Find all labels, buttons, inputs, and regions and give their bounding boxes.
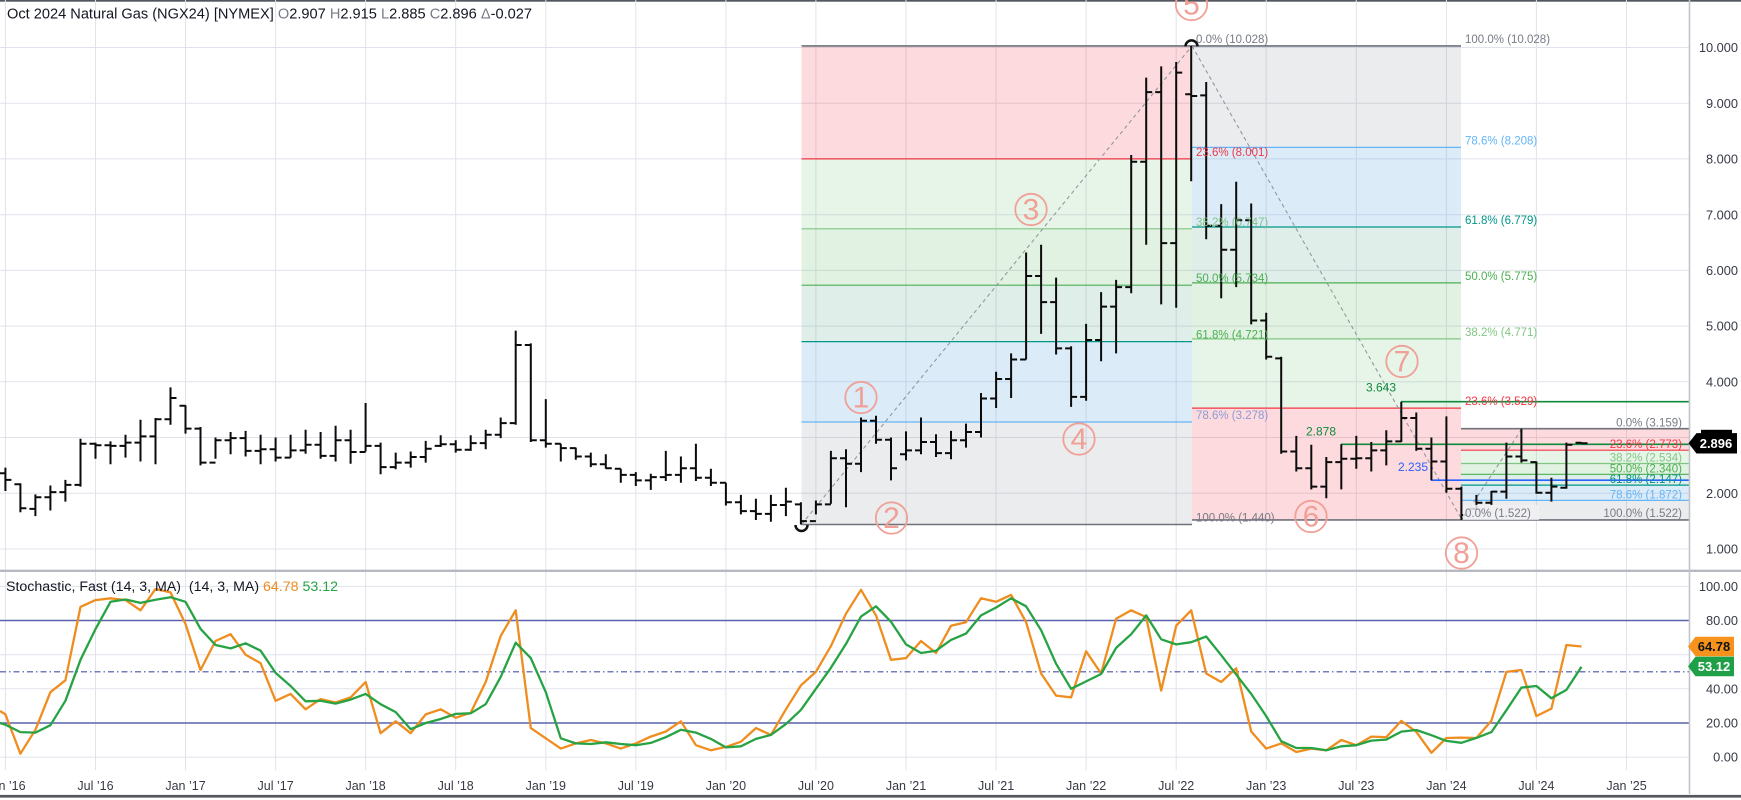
- svg-text:0.0% (10.028): 0.0% (10.028): [1196, 34, 1268, 46]
- svg-text:100.00: 100.00: [1699, 579, 1738, 594]
- svg-text:Jan ’23: Jan ’23: [1246, 779, 1286, 793]
- svg-text:Jan ’18: Jan ’18: [345, 779, 385, 793]
- svg-text:100.0% (1.440): 100.0% (1.440): [1196, 513, 1275, 525]
- svg-text:80.00: 80.00: [1706, 613, 1738, 628]
- svg-text:50.0% (5.734): 50.0% (5.734): [1196, 273, 1268, 285]
- svg-text:6.000: 6.000: [1706, 263, 1738, 278]
- svg-text:5.000: 5.000: [1706, 319, 1738, 334]
- svg-text:Jul ’22: Jul ’22: [1158, 779, 1194, 793]
- svg-text:61.8% (4.721): 61.8% (4.721): [1196, 330, 1268, 342]
- svg-text:23.6% (8.001): 23.6% (8.001): [1196, 147, 1268, 159]
- svg-text:Jul ’21: Jul ’21: [978, 779, 1014, 793]
- svg-text:1.000: 1.000: [1706, 542, 1738, 557]
- svg-text:38.2% (2.534): 38.2% (2.534): [1610, 453, 1682, 465]
- svg-text:Jul ’23: Jul ’23: [1338, 779, 1374, 793]
- svg-text:7: 7: [1394, 346, 1411, 379]
- svg-text:Jan ’17: Jan ’17: [165, 779, 205, 793]
- svg-text:61.8% (6.779): 61.8% (6.779): [1465, 215, 1537, 227]
- svg-text:61.8% (2.147): 61.8% (2.147): [1610, 474, 1682, 486]
- svg-text:38.2% (6.747): 38.2% (6.747): [1196, 217, 1268, 229]
- svg-text:10.000: 10.000: [1699, 40, 1738, 55]
- svg-text:0.00: 0.00: [1713, 750, 1738, 765]
- svg-text:7.000: 7.000: [1706, 207, 1738, 222]
- svg-text:Jan ’25: Jan ’25: [1606, 779, 1646, 793]
- svg-text:8: 8: [1453, 537, 1470, 570]
- svg-text:0.0% (1.522): 0.0% (1.522): [1465, 508, 1531, 520]
- svg-text:5: 5: [1183, 0, 1200, 22]
- svg-text:2.896: 2.896: [1700, 436, 1733, 451]
- svg-text:Oct 2024 Natural Gas (NGX24) [: Oct 2024 Natural Gas (NGX24) [NYMEX] O2.…: [7, 7, 532, 23]
- svg-text:Stochastic, Fast (14, 3, MA): Stochastic, Fast (14, 3, MA) (14, 3, MA)…: [6, 579, 338, 595]
- svg-text:Jan ’22: Jan ’22: [1066, 779, 1106, 793]
- svg-text:3.643: 3.643: [1366, 381, 1396, 395]
- svg-text:3: 3: [1023, 194, 1040, 227]
- svg-text:2.878: 2.878: [1306, 424, 1336, 438]
- svg-text:Jan ’24: Jan ’24: [1426, 779, 1466, 793]
- svg-text:100.0% (10.028): 100.0% (10.028): [1465, 34, 1550, 46]
- svg-text:Jul ’17: Jul ’17: [258, 779, 294, 793]
- svg-text:20.00: 20.00: [1706, 716, 1738, 731]
- svg-text:Jul ’24: Jul ’24: [1518, 779, 1554, 793]
- svg-text:64.78: 64.78: [1698, 639, 1731, 654]
- svg-text:Jan ’20: Jan ’20: [706, 779, 746, 793]
- svg-text:Jul ’19: Jul ’19: [618, 779, 654, 793]
- svg-text:Jul ’16: Jul ’16: [77, 779, 113, 793]
- svg-text:78.6% (8.208): 78.6% (8.208): [1465, 135, 1537, 147]
- svg-text:1: 1: [853, 382, 870, 415]
- svg-text:0.0% (3.159): 0.0% (3.159): [1616, 418, 1682, 430]
- svg-text:Jan ’16: Jan ’16: [0, 779, 26, 793]
- svg-text:78.6% (1.872): 78.6% (1.872): [1610, 489, 1682, 501]
- svg-text:Jul ’18: Jul ’18: [438, 779, 474, 793]
- svg-text:8.000: 8.000: [1706, 152, 1738, 167]
- svg-text:23.6% (2.773): 23.6% (2.773): [1610, 439, 1682, 451]
- svg-text:Jul ’20: Jul ’20: [798, 779, 834, 793]
- svg-text:9.000: 9.000: [1706, 96, 1738, 111]
- svg-text:50.0% (5.775): 50.0% (5.775): [1465, 271, 1537, 283]
- svg-text:4: 4: [1071, 423, 1088, 456]
- svg-text:50.0% (2.340): 50.0% (2.340): [1610, 463, 1682, 475]
- svg-text:40.00: 40.00: [1706, 681, 1738, 696]
- svg-text:38.2% (4.771): 38.2% (4.771): [1465, 327, 1537, 339]
- svg-text:23.6% (3.529): 23.6% (3.529): [1465, 396, 1537, 408]
- svg-text:100.0% (1.522): 100.0% (1.522): [1603, 508, 1682, 520]
- svg-text:2: 2: [883, 502, 900, 535]
- svg-text:78.6% (3.278): 78.6% (3.278): [1196, 410, 1268, 422]
- svg-text:53.12: 53.12: [1698, 659, 1731, 674]
- svg-text:4.000: 4.000: [1706, 374, 1738, 389]
- svg-text:2.235: 2.235: [1398, 460, 1428, 474]
- svg-text:Jan ’21: Jan ’21: [886, 779, 926, 793]
- svg-text:2.000: 2.000: [1706, 486, 1738, 501]
- svg-text:Jan ’19: Jan ’19: [526, 779, 566, 793]
- svg-text:6: 6: [1303, 501, 1320, 534]
